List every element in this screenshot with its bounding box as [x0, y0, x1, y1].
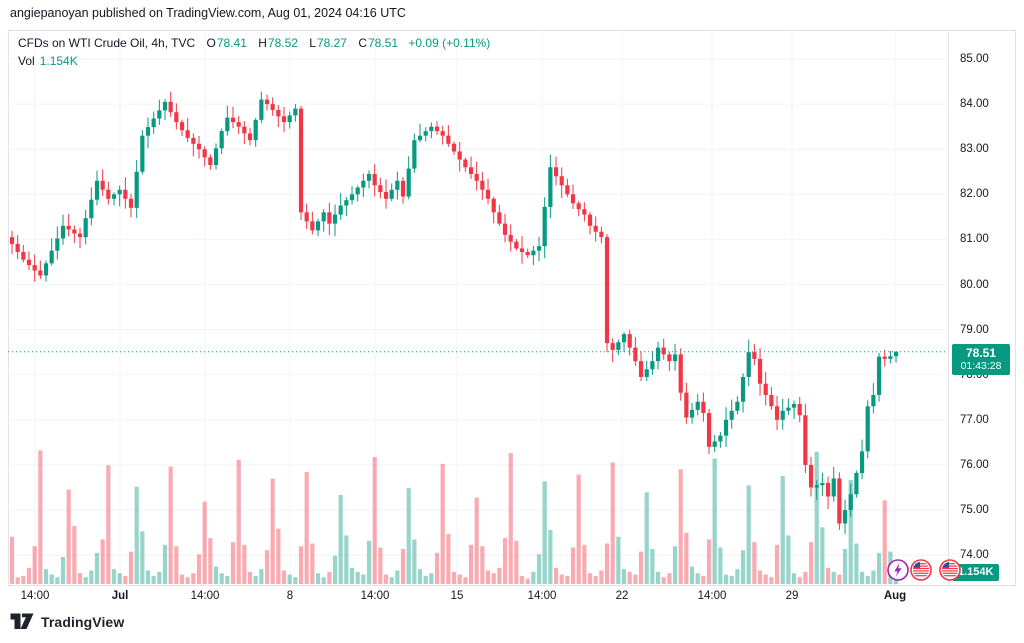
low-label: L: [309, 36, 316, 50]
tradingview-logo-text: TradingView: [41, 613, 125, 630]
price-chart-canvas[interactable]: [8, 30, 948, 585]
y-axis-label: 82.00: [960, 188, 989, 201]
current-price-value: 78.51: [965, 345, 997, 360]
volume-label: Vol: [18, 54, 35, 68]
volume-value: 1.154K: [39, 54, 78, 68]
price-axis[interactable]: 85.00 84.00 83.00 82.00 81.00 80.00 79.00 78.00…: [948, 30, 1016, 585]
high-label: H: [258, 36, 267, 50]
y-axis-label: 75.00: [960, 504, 989, 516]
open-value: 78.41: [216, 36, 247, 50]
close-label: C: [358, 36, 367, 50]
y-axis-label: 77.00: [960, 413, 989, 426]
x-axis-label: 15: [450, 590, 464, 602]
y-axis-label: 85.00: [960, 53, 989, 65]
high-value: 78.52: [267, 36, 298, 50]
x-axis-label: 22: [615, 590, 629, 602]
volume-axis-badge: 1.154K: [952, 564, 1000, 581]
y-axis-label: 84.00: [960, 98, 989, 111]
symbol-title[interactable]: CFDs on WTI Crude Oil, 4h, TVC: [18, 36, 196, 50]
tradingview-logo[interactable]: TradingView: [10, 613, 124, 630]
close-value: 78.51: [368, 36, 399, 50]
legend: CFDs on WTI Crude Oil, 4h, TVC O78.41 H7…: [18, 36, 490, 69]
x-axis-label: Jul: [111, 590, 129, 602]
x-axis-label: 14:00: [527, 590, 557, 602]
y-axis-label: 76.00: [960, 458, 989, 471]
economic-event-flash-icon[interactable]: [887, 559, 909, 586]
current-price-badge: 78.51 01:43:28: [952, 343, 1010, 375]
attribution-text: angiepanoyan published on TradingView.co…: [10, 6, 406, 20]
legend-row-main: CFDs on WTI Crude Oil, 4h, TVC O78.41 H7…: [18, 36, 490, 51]
low-value: 78.27: [316, 36, 347, 50]
change-value: +0.09 (+0.11%): [408, 36, 491, 50]
us-flag-event-icon[interactable]: [910, 559, 932, 586]
y-axis-label: 81.00: [960, 233, 989, 246]
bar-countdown: 01:43:28: [960, 359, 1002, 372]
us-flag-event-icon[interactable]: [939, 559, 961, 586]
tradingview-logo-mark: [10, 613, 34, 629]
x-axis-label: 14:00: [697, 590, 727, 602]
y-axis-label: 74.00: [960, 549, 989, 562]
legend-row-volume: Vol 1.154K: [18, 54, 490, 69]
gridlines: [8, 30, 948, 585]
x-axis-label: 8: [286, 590, 294, 602]
open-label: O: [206, 36, 216, 50]
x-axis-label: Aug: [883, 590, 907, 602]
volume-layer: [9, 450, 899, 584]
x-axis-label: 14:00: [360, 590, 390, 602]
x-axis-label: 14:00: [20, 590, 50, 602]
candles-layer: [9, 91, 899, 534]
x-axis-label: 29: [785, 590, 799, 602]
y-axis-label: 80.00: [960, 278, 989, 291]
x-axis-label: 14:00: [190, 590, 220, 602]
time-axis[interactable]: 14:00 Jul 14:00 8 14:00 15 14:00 22 14:00 29 Aug: [8, 585, 1016, 607]
y-axis-label: 79.00: [960, 323, 989, 336]
y-axis-label: 83.00: [960, 143, 989, 156]
